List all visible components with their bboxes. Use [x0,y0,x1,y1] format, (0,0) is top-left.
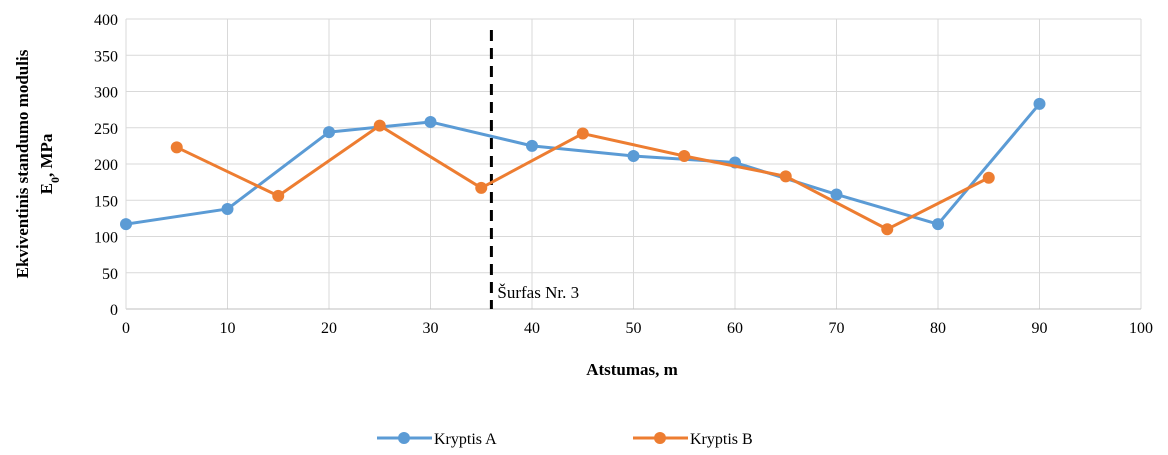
data-point [982,171,995,184]
series-layer [120,97,1046,236]
y-axis-title: Ekviventinis standumo modulis E0, MPa [13,49,62,278]
tick-labels: 0 50 100 150 200 250 300 350 400 0 10 20 30 40 50 60 70 8… [94,12,1153,337]
y-tick-label: 200 [94,157,118,174]
data-point [830,188,843,201]
data-point [475,181,488,194]
data-point [323,126,335,139]
legend-label: Kryptis A [434,431,497,448]
y-tick-label: 250 [94,121,118,138]
y-axis-title-line2: E0, MPa [37,133,62,194]
y-axis-title-line1: Ekviventinis standumo modulis [13,49,32,278]
data-point [932,218,944,231]
data-point [1033,97,1046,110]
x-tick-label: 10 [220,320,236,337]
data-point [272,189,285,202]
x-tick-label: 40 [524,320,540,337]
x-tick-label: 90 [1032,320,1048,337]
data-point [779,170,792,183]
legend: Kryptis A Kryptis B [377,431,753,448]
annotation-label: Šurfas Nr. 3 [497,283,579,302]
legend-label: Kryptis B [690,431,753,448]
data-point [120,218,132,231]
y-tick-label: 0 [110,302,118,319]
x-tick-label: 70 [829,320,845,337]
annotation-layer: Šurfas Nr. 3 [489,30,579,309]
x-tick-label: 20 [321,320,337,337]
legend-swatch-marker [654,432,666,444]
y-tick-label: 150 [94,193,118,210]
legend-swatch-marker [398,432,410,444]
y-tick-label: 300 [94,85,118,102]
data-point [170,141,183,154]
data-point [678,150,691,163]
data-point [576,127,589,140]
x-tick-label: 80 [930,320,946,337]
y-tick-label: 100 [94,230,118,247]
axes [125,19,1141,310]
series-line-b [176,124,990,231]
x-tick-label: 60 [727,320,743,337]
y-tick-label: 50 [102,266,118,283]
data-point [881,223,894,236]
y-tick-label: 350 [94,48,118,65]
x-tick-label: 50 [626,320,642,337]
y-tick-label: 400 [94,12,118,29]
data-point [373,119,386,132]
x-tick-label: 30 [423,320,439,337]
series-line-a [125,102,1041,226]
data-point [627,150,640,163]
data-point [221,202,234,215]
data-point [526,139,538,152]
x-tick-label: 0 [122,320,130,337]
x-axis-title: Atstumas, m [586,360,678,379]
data-point [424,115,437,128]
x-tick-label: 100 [1129,320,1153,337]
